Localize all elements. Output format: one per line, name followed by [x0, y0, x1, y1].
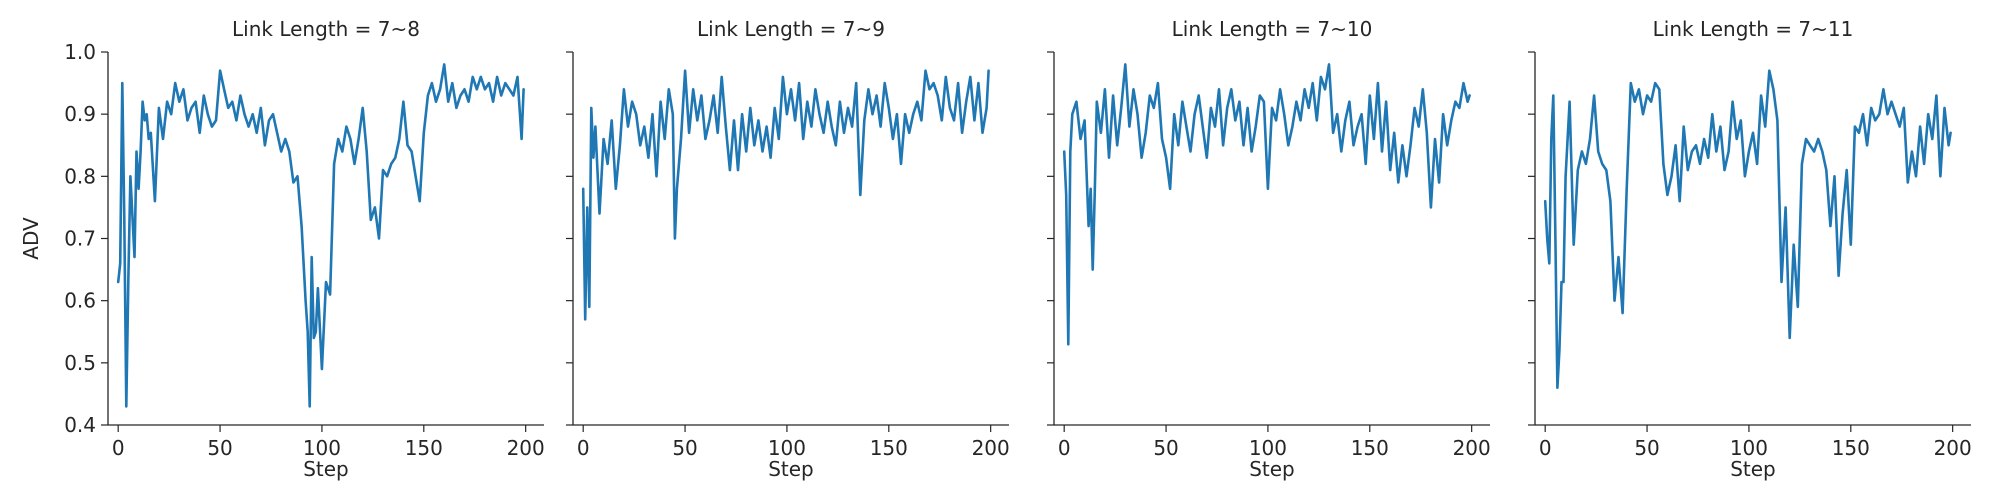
- chart-title-1: Link Length = 7~8: [232, 17, 420, 41]
- x-tick-label: 50: [207, 436, 232, 460]
- x-tick-label: 0: [1539, 436, 1552, 460]
- y-tick-label: 0.9: [64, 102, 96, 126]
- x-tick-label: 150: [1351, 436, 1389, 460]
- x-axis-label-1: Step: [303, 457, 349, 481]
- x-tick-label: 0: [112, 436, 125, 460]
- series-line-4: [1543, 69, 1952, 390]
- y-tick-label: 0.6: [64, 289, 96, 313]
- y-tick-label: 0.4: [64, 413, 96, 437]
- x-tick-label: 0: [577, 436, 590, 460]
- x-axis-label-2: Step: [768, 457, 814, 481]
- x-tick-label: 50: [672, 436, 697, 460]
- y-tick-label: 0.7: [64, 227, 96, 251]
- x-tick-label: 100: [1249, 436, 1287, 460]
- x-axis-label-3: Step: [1249, 457, 1295, 481]
- chart-title-3: Link Length = 7~10: [1172, 17, 1373, 41]
- chart-title-4: Link Length = 7~11: [1653, 17, 1854, 41]
- x-tick-label: 200: [1934, 436, 1972, 460]
- y-tick-label: 1.0: [64, 40, 96, 64]
- x-tick-label: 150: [1832, 436, 1870, 460]
- series-line-3: [1062, 63, 1471, 346]
- y-tick-label: 0.5: [64, 351, 96, 375]
- x-tick-label: 200: [1453, 436, 1491, 460]
- x-axis-label-4: Step: [1730, 457, 1776, 481]
- x-tick-label: 200: [507, 436, 545, 460]
- x-tick-label: 0: [1058, 436, 1071, 460]
- x-tick-label: 150: [405, 436, 443, 460]
- series-line-2: [581, 69, 990, 321]
- x-tick-label: 100: [303, 436, 341, 460]
- y-axis-label: ADV: [19, 217, 43, 260]
- x-tick-label: 150: [870, 436, 908, 460]
- x-tick-label: 100: [1730, 436, 1768, 460]
- chart-title-2: Link Length = 7~9: [697, 17, 885, 41]
- x-tick-label: 100: [768, 436, 806, 460]
- x-tick-label: 50: [1153, 436, 1178, 460]
- y-tick-label: 0.8: [64, 164, 96, 188]
- series-line-1: [116, 63, 525, 408]
- x-tick-label: 50: [1634, 436, 1659, 460]
- x-tick-label: 200: [972, 436, 1010, 460]
